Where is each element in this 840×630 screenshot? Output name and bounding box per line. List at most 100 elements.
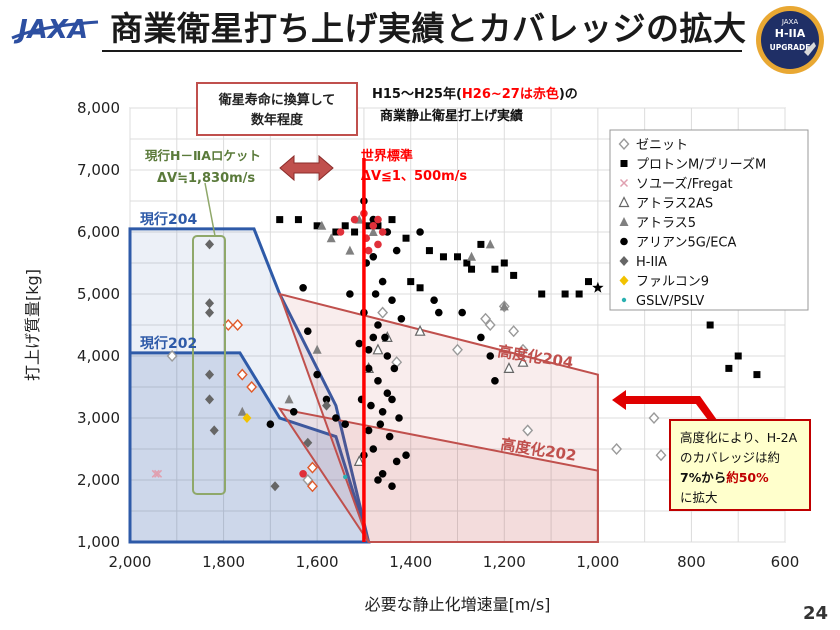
x-tick-label: 800: [677, 553, 706, 571]
data-point: [452, 343, 463, 356]
badge-middle: H-IIA: [775, 27, 806, 40]
upgrade-badge: JAXA H-IIA UPGRADE: [756, 6, 824, 74]
data-point: [369, 333, 378, 342]
data-point: [491, 265, 499, 273]
title-divider: [102, 50, 742, 52]
data-point: [336, 228, 345, 236]
legend-marker: [621, 297, 627, 303]
data-point: [503, 362, 515, 373]
callout-line3: 7%から約50%: [680, 470, 769, 485]
data-point: [371, 290, 380, 298]
data-point: [439, 253, 447, 261]
satellite-life-line1: 衛星寿命に換算して: [218, 92, 336, 108]
data-point: [374, 222, 382, 230]
data-point: [390, 364, 399, 373]
data-point: [317, 220, 327, 230]
callout-box: [669, 419, 811, 511]
y-axis-label: 打上げ質量[kg]: [23, 269, 42, 381]
data-point: [374, 240, 382, 249]
page-title: 商業衛星打ち上げ実績とカバレッジの拡大: [110, 9, 747, 48]
data-point: [734, 352, 742, 360]
data-point: [368, 227, 378, 236]
region-高度化202: [277, 407, 599, 543]
data-point: [345, 245, 355, 255]
data-point: [236, 368, 248, 381]
data-point: [463, 259, 471, 267]
y-tick-label: 7,000: [77, 161, 120, 179]
legend-entry: アトラス2AS: [636, 197, 713, 212]
data-point: [376, 420, 385, 429]
data-point: [369, 252, 378, 261]
satellite-life-line2: 数年程度: [251, 112, 304, 128]
data-point: [307, 480, 318, 493]
x-tick-label: 1,600: [296, 553, 339, 571]
data-point: [491, 377, 499, 385]
data-point: [407, 278, 415, 286]
data-point: [561, 290, 569, 298]
legend-marker: [620, 160, 628, 167]
data-point: [402, 234, 410, 242]
data-point: [477, 333, 485, 342]
data-point: [485, 239, 495, 249]
data-point: [299, 284, 307, 292]
data-point: [522, 424, 534, 437]
data-point: [341, 222, 349, 230]
period-subtitle: 商業静止衛星打上げ実績: [380, 108, 523, 124]
data-point: [266, 420, 275, 429]
x-tick-label: 1,400: [389, 553, 432, 571]
rocket-icon: [804, 42, 816, 56]
data-point: [388, 395, 396, 404]
data-point: [166, 349, 178, 363]
page-number: 24: [802, 603, 828, 624]
data-point: [397, 315, 406, 323]
data-point: [517, 355, 529, 367]
data-point: [299, 470, 307, 478]
data-point: [205, 239, 215, 250]
data-point: [341, 420, 350, 429]
y-tick-label: 6,000: [77, 223, 120, 241]
world-standard-label: 世界標準: [361, 148, 413, 164]
data-point: [378, 408, 387, 416]
data-point: [402, 451, 410, 460]
data-point: [383, 352, 392, 360]
data-point: [364, 426, 373, 435]
label-current-204: 現行204: [140, 211, 197, 228]
data-point: [232, 318, 244, 332]
legend-marker: [618, 137, 630, 151]
satellite-life-box: [196, 82, 358, 136]
data-point: [355, 339, 364, 348]
data-point: [753, 371, 761, 379]
data-point: [205, 307, 215, 318]
data-point: [303, 437, 313, 448]
data-point: [270, 481, 280, 492]
x-tick-label: 1,200: [483, 553, 526, 571]
jaxa-logo: JAXA: [11, 15, 99, 45]
data-point: [343, 474, 348, 480]
data-point: [381, 333, 389, 342]
data-point: [346, 290, 354, 298]
callout-arrow-icon: [612, 390, 717, 420]
logo-text: JAXA: [13, 15, 88, 45]
data-point: [500, 259, 508, 267]
data-point: [385, 432, 394, 441]
data-point: [312, 344, 322, 354]
data-point: [154, 469, 163, 478]
callout-line2: のカバレッジは約: [680, 450, 780, 465]
y-tick-label: 8,000: [77, 99, 120, 117]
x-tick-label: 600: [771, 553, 800, 571]
data-point: [655, 449, 667, 462]
data-point: [364, 346, 373, 354]
data-point: [307, 461, 318, 474]
data-point: [467, 251, 477, 261]
data-point: [484, 318, 496, 332]
data-point: [388, 296, 396, 305]
data-point: [377, 306, 389, 319]
data-point: [209, 425, 219, 436]
data-point: [322, 400, 331, 411]
legend-marker: [618, 196, 630, 208]
data-point: [378, 470, 387, 478]
data-point: [416, 284, 424, 292]
data-point: [378, 228, 387, 236]
legend-box: [609, 129, 809, 311]
